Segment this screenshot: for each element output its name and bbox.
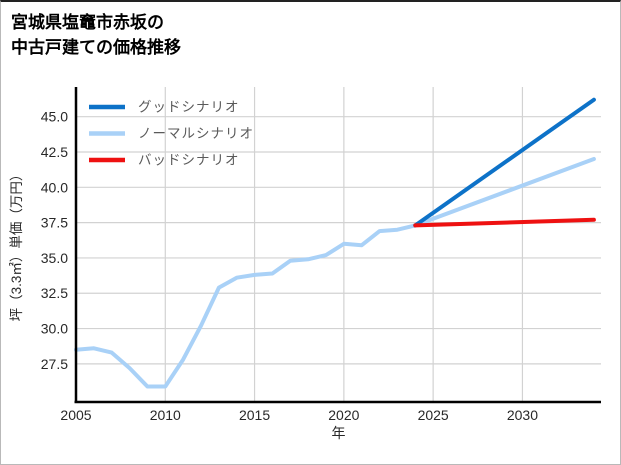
x-tick-label: 2025 xyxy=(418,407,449,423)
y-axis-title: 坪（3.3㎡）単価（万円） xyxy=(9,168,24,322)
y-tick-label: 32.5 xyxy=(41,285,68,301)
x-tick-label: 2010 xyxy=(150,407,181,423)
x-axis-title: 年 xyxy=(332,425,346,441)
y-tick-label: 37.5 xyxy=(41,215,68,231)
y-tick-label: 40.0 xyxy=(41,179,68,195)
x-tick-label: 2015 xyxy=(239,407,270,423)
x-tick-label: 2020 xyxy=(328,407,359,423)
x-tick-label: 2030 xyxy=(507,407,538,423)
y-tick-label: 27.5 xyxy=(41,356,68,372)
y-tick-label: 35.0 xyxy=(41,250,68,266)
series-line-bad xyxy=(413,217,596,228)
chart-title-line2: 中古戸建ての価格推移 xyxy=(11,38,181,57)
y-tick-label: 42.5 xyxy=(41,144,68,160)
chart-title: 宮城県塩竈市赤坂の 中古戸建ての価格推移 xyxy=(11,10,181,60)
y-tick-label: 45.0 xyxy=(41,109,68,125)
series-line-good xyxy=(413,97,596,228)
chart-title-line1: 宮城県塩竈市赤坂の xyxy=(11,13,164,32)
series-line-normal xyxy=(74,157,596,389)
x-tick-label: 2005 xyxy=(60,407,91,423)
legend-label: ノーマルシナリオ xyxy=(138,126,254,141)
legend-label: グッドシナリオ xyxy=(138,100,240,115)
legend-label: バッドシナリオ xyxy=(138,153,240,168)
y-tick-label: 30.0 xyxy=(41,321,68,337)
